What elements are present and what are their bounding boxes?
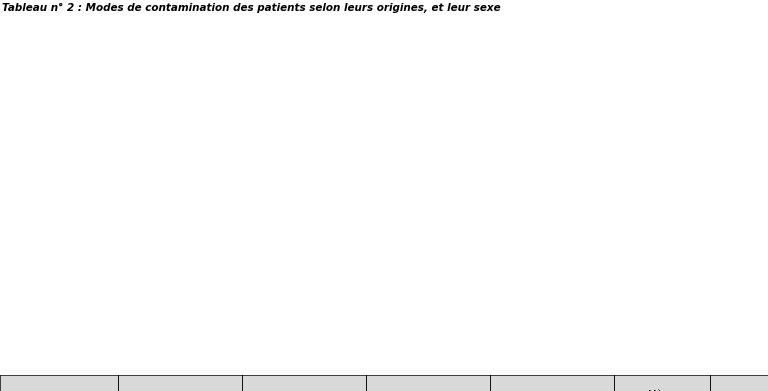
Text: Tableau n° 2 : Modes de contamination des patients selon leurs origines, et leur: Tableau n° 2 : Modes de contamination de… xyxy=(2,3,501,13)
Bar xyxy=(490,375,614,391)
Text: Mère-
enfant: Mère- enfant xyxy=(646,390,678,391)
Bar xyxy=(118,375,242,391)
Bar xyxy=(0,375,118,391)
Bar xyxy=(242,375,366,391)
Bar xyxy=(710,375,768,391)
Bar xyxy=(614,375,710,391)
Bar xyxy=(366,375,490,391)
